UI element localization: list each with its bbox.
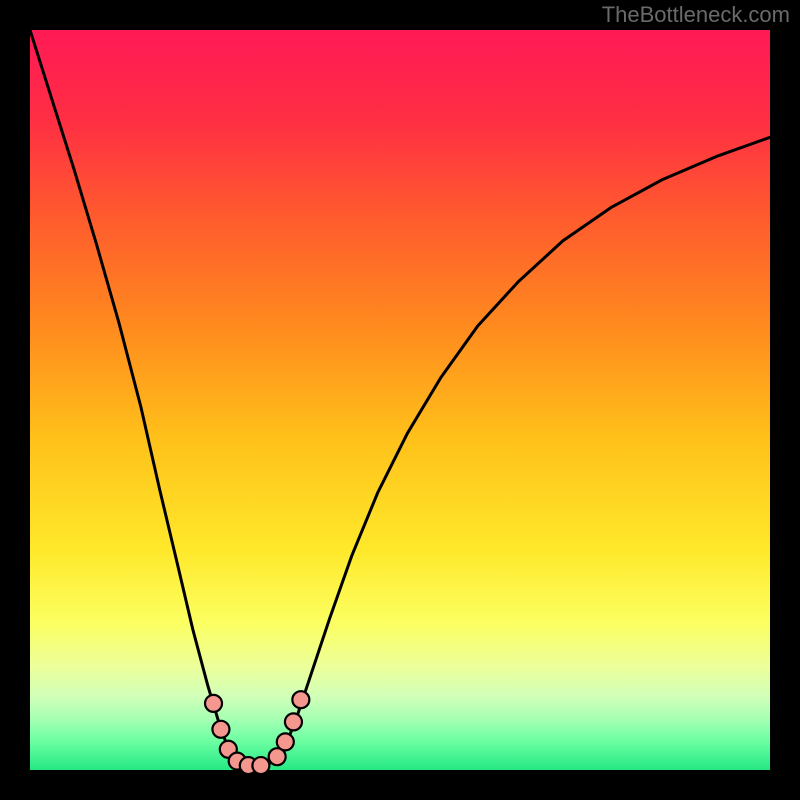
bottleneck-curve-chart — [0, 0, 800, 800]
curve-marker — [212, 721, 229, 738]
curve-marker — [292, 691, 309, 708]
chart-container: TheBottleneck.com — [0, 0, 800, 800]
curve-marker — [205, 695, 222, 712]
curve-marker — [252, 757, 269, 774]
chart-plot-background — [30, 30, 770, 770]
curve-marker — [285, 713, 302, 730]
curve-marker — [277, 733, 294, 750]
